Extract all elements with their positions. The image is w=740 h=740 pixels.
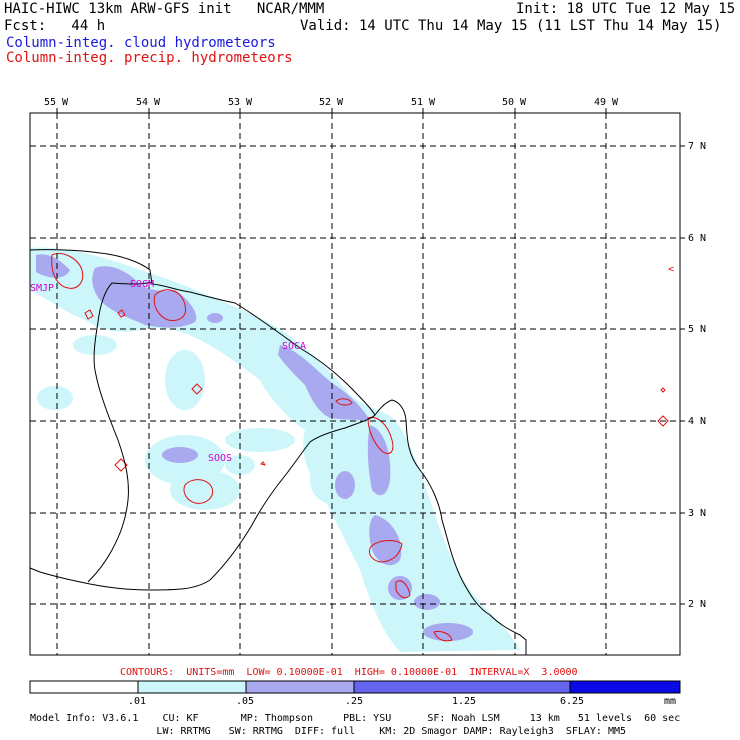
- colorbar-bin-4: [569, 680, 681, 694]
- colorbar-tick-0: .01: [128, 696, 147, 707]
- lat-lon-grid: [30, 113, 680, 655]
- colorbar: [29, 680, 681, 694]
- legend-cloud-label: Column-integ. cloud hydrometeors: [6, 35, 276, 51]
- precip-contours: [51, 253, 669, 642]
- valid-time: Valid: 14 UTC Thu 14 May 15 (11 LST Thu …: [300, 18, 722, 34]
- edge-mark: <: [668, 264, 675, 275]
- cloud-field-light: [30, 247, 520, 652]
- station-label-smjp: SMJP: [30, 283, 55, 294]
- lat-label-6n: 6 N: [688, 233, 707, 244]
- colorbar-bin-1: [137, 680, 247, 694]
- colorbar-tick-1: .05: [236, 696, 255, 707]
- lat-label-5n: 5 N: [688, 324, 707, 335]
- colorbar-bin-2: [245, 680, 355, 694]
- lon-label-55w: 55 W: [44, 97, 69, 108]
- lon-label-52w: 52 W: [319, 97, 344, 108]
- legend-precip-label: Column-integ. precip. hydrometeors: [6, 50, 293, 66]
- lon-label-53w: 53 W: [228, 97, 253, 108]
- lat-label-2n: 2 N: [688, 599, 707, 610]
- colorbar-units: mm: [664, 696, 677, 707]
- forecast-hour: Fcst: 44 h: [4, 18, 106, 34]
- init-time: Init: 18 UTC Tue 12 May 15: [516, 1, 736, 17]
- station-label-soca: SOCA: [282, 341, 307, 352]
- colorbar-tick-2: .25: [345, 696, 364, 707]
- lat-label-7n: 7 N: [688, 141, 707, 152]
- colorbar-bin-3: [353, 680, 571, 694]
- colorbar-tick-4: 6.25: [560, 696, 585, 707]
- model-info-line1: Model Info: V3.6.1 CU: KF MP: Thompson P…: [30, 713, 681, 724]
- lat-label-4n: 4 N: [688, 416, 707, 427]
- lon-label-54w: 54 W: [136, 97, 161, 108]
- colorbar-bin-0: [29, 680, 139, 694]
- station-label-soos: SOOS: [208, 453, 233, 464]
- lon-label-49w: 49 W: [594, 97, 619, 108]
- lon-label-50w: 50 W: [502, 97, 527, 108]
- station-label-sogm: SOGM: [130, 279, 155, 290]
- model-info-line2: LW: RRTMG SW: RRTMG DIFF: full KM: 2D Sm…: [30, 726, 627, 737]
- country-borders: [29, 249, 527, 655]
- plot-header-title: HAIC-HIWC 13km ARW-GFS init NCAR/MMM: [4, 1, 325, 17]
- cloud-field-medium: [36, 254, 473, 641]
- lon-label-51w: 51 W: [411, 97, 436, 108]
- lat-label-3n: 3 N: [688, 508, 707, 519]
- map-frame: [29, 108, 685, 656]
- contours-note: CONTOURS: UNITS=mm LOW= 0.10000E-01 HIGH…: [120, 667, 578, 678]
- colorbar-tick-3: 1.25: [452, 696, 477, 707]
